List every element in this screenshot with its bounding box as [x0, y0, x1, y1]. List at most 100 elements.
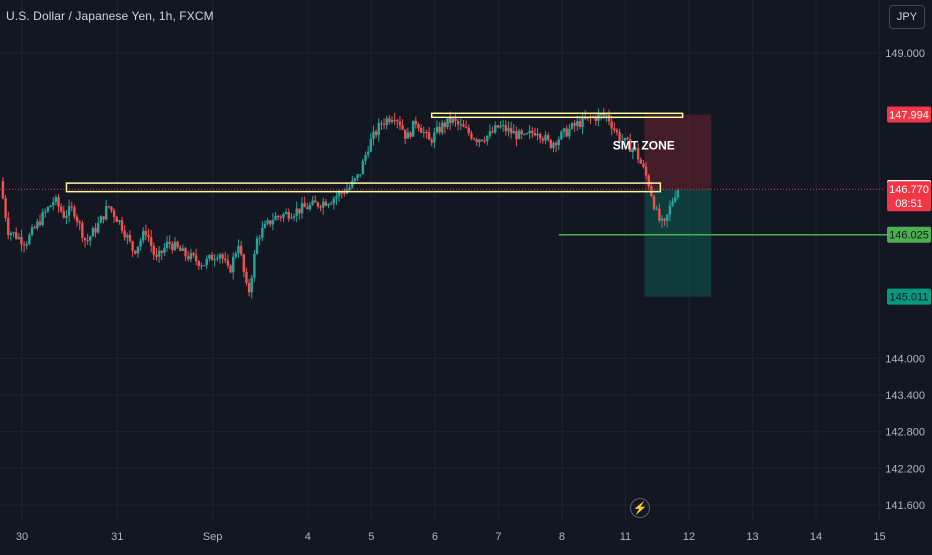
candle — [306, 202, 309, 210]
candle-body — [224, 258, 227, 261]
candle — [451, 116, 455, 126]
candle — [218, 252, 222, 264]
candle — [49, 204, 52, 208]
candle-body — [382, 124, 386, 126]
candle — [427, 127, 431, 140]
candle-body — [668, 205, 672, 215]
candle-body — [573, 123, 576, 126]
candle-body — [539, 134, 542, 139]
candle-body — [276, 215, 280, 217]
candle-body — [89, 236, 92, 241]
candle — [86, 233, 89, 245]
candle — [83, 237, 87, 248]
candle-body — [451, 118, 455, 123]
candle-body — [115, 217, 118, 222]
currency-button[interactable]: JPY — [889, 5, 925, 29]
candle — [589, 114, 592, 125]
candle — [504, 120, 508, 136]
candle-body — [438, 126, 441, 133]
candle — [610, 115, 613, 136]
candle-body — [205, 258, 208, 266]
candle-body — [120, 220, 124, 231]
candle-body — [435, 126, 439, 133]
candle-body — [663, 218, 666, 221]
price-axis: 149.000 144.000 143.400 142.800 142.200 141.6… — [885, 48, 925, 512]
candle-body — [165, 241, 169, 248]
candle-body — [298, 208, 301, 214]
candle — [411, 120, 415, 137]
candle-body — [393, 120, 396, 122]
candles — [1, 108, 680, 299]
candle — [615, 128, 619, 136]
time-tick-label: 12 — [683, 531, 695, 543]
candle — [472, 137, 476, 141]
candle-body — [523, 133, 526, 135]
candle-body — [41, 212, 44, 225]
candle — [232, 252, 235, 280]
time-tick-label: 15 — [873, 531, 885, 543]
candle — [554, 141, 558, 153]
candle-body — [639, 159, 642, 164]
candle-body — [250, 277, 253, 293]
candle-body — [459, 124, 463, 126]
candle — [91, 226, 95, 237]
replay-icon[interactable]: ⚡ — [630, 498, 650, 518]
candle — [623, 137, 627, 147]
candle-body — [546, 135, 550, 140]
candle — [570, 121, 574, 131]
candle-body — [396, 120, 399, 122]
candle-body — [314, 200, 317, 203]
candle-body — [517, 130, 521, 140]
candle-body — [229, 265, 232, 273]
candle — [332, 196, 335, 210]
candle-body — [488, 131, 492, 136]
candle — [430, 137, 433, 147]
candle — [499, 120, 502, 129]
candle-body — [173, 241, 177, 251]
candle — [517, 128, 521, 140]
candle-body — [512, 131, 515, 134]
candle-body — [287, 212, 290, 219]
candle-body — [467, 127, 470, 134]
price-tick-label: 141.600 — [885, 500, 925, 512]
candle — [441, 120, 444, 136]
candle — [443, 120, 447, 134]
candle-body — [184, 248, 187, 257]
candle-body — [213, 259, 216, 261]
candle — [639, 157, 642, 164]
candle — [552, 140, 555, 153]
candle-body — [568, 128, 571, 137]
candle-body — [509, 128, 513, 134]
candle — [118, 219, 121, 225]
candle-body — [515, 131, 518, 140]
candle-body — [65, 215, 68, 218]
candle-body — [321, 201, 325, 208]
candle-body — [131, 241, 134, 251]
candle-body — [533, 133, 537, 136]
candle-body — [446, 117, 449, 128]
symbol-title: U.S. Dollar / Japanese Yen, 1h, FXCM — [6, 9, 214, 23]
candle — [258, 234, 261, 246]
candle — [176, 240, 179, 249]
candle-body — [385, 118, 388, 125]
candle — [213, 253, 216, 267]
candle — [385, 115, 388, 130]
price-tick-label: 142.200 — [885, 463, 925, 475]
candle — [404, 129, 407, 145]
candle-body — [36, 221, 39, 228]
candle — [494, 121, 497, 135]
candle — [533, 127, 537, 137]
candle — [70, 201, 73, 212]
candle — [123, 225, 126, 241]
candle — [406, 127, 410, 139]
candle — [467, 124, 470, 136]
candle-body — [1, 181, 5, 199]
time-tick-label: 4 — [305, 531, 311, 543]
candle-body — [673, 197, 677, 202]
candle-body — [261, 227, 264, 238]
candle — [131, 240, 134, 258]
candle-body — [374, 131, 378, 136]
candle-body — [118, 220, 121, 222]
